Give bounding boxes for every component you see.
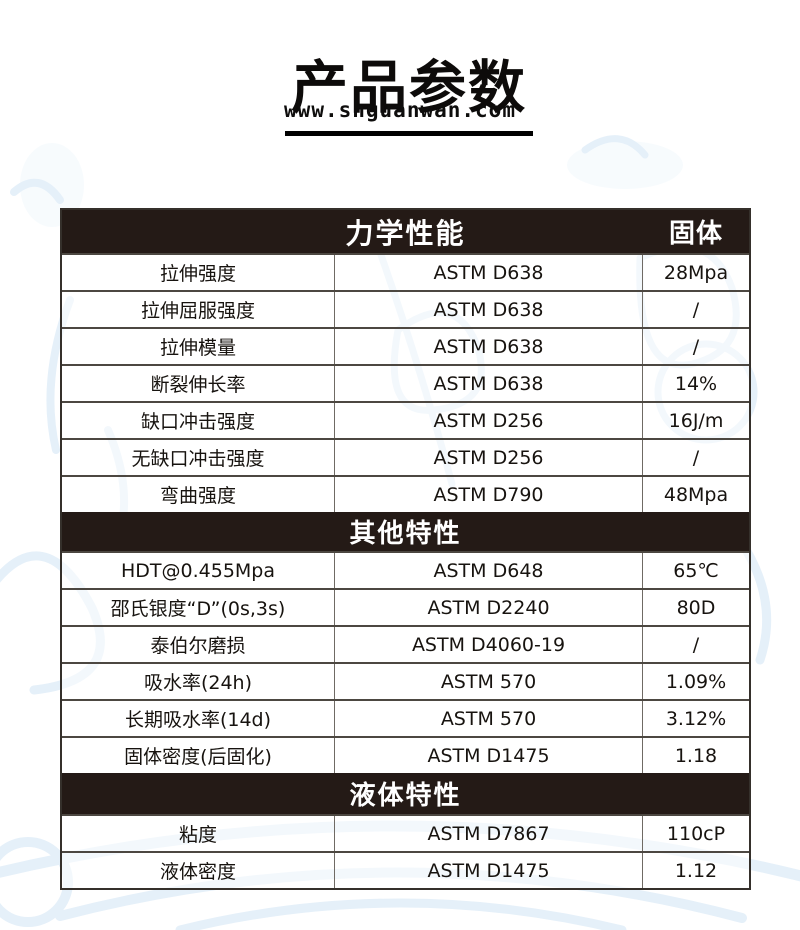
table-row: 吸水率(24h) ASTM 570 1.09% xyxy=(62,662,749,699)
test-method-cell: ASTM D1475 xyxy=(334,853,643,888)
value-cell: 3.12% xyxy=(665,707,727,730)
test-method-cell: ASTM D638 xyxy=(334,329,643,364)
section-header-mechanical: 力学性能 固体 xyxy=(62,210,749,253)
property-name-cell: HDT@0.455Mpa xyxy=(120,559,275,582)
value-cell: 1.12 xyxy=(674,859,718,882)
property-name-cell: 断裂伸长率 xyxy=(150,374,246,396)
section-header-liquid: 液体特性 xyxy=(62,773,749,814)
property-name-cell: 拉伸屈服强度 xyxy=(140,300,255,322)
test-method-cell: ASTM D256 xyxy=(334,440,643,475)
table-row: HDT@0.455Mpa ASTM D648 65℃ xyxy=(62,551,749,588)
value-cell: / xyxy=(692,335,700,358)
value-cell: 28Mpa xyxy=(663,261,729,284)
test-method-cell: ASTM D648 xyxy=(334,553,643,588)
table-row: 液体密度 ASTM D1475 1.12 xyxy=(62,851,749,888)
section-title: 液体特性 xyxy=(349,781,462,811)
property-name-cell: 固体密度(后固化) xyxy=(124,746,272,768)
value-cell: 16J/m xyxy=(668,409,724,432)
table-row: 缺口冲击强度 ASTM D256 16J/m xyxy=(62,401,749,438)
table-row: 无缺口冲击强度 ASTM D256 / xyxy=(62,438,749,475)
test-method-cell: ASTM D4060-19 xyxy=(334,627,643,662)
table-row: 粘度 ASTM D7867 110cP xyxy=(62,814,749,851)
table-row: 弯曲强度 ASTM D790 48Mpa xyxy=(62,475,749,512)
test-method-cell: ASTM 570 xyxy=(334,701,643,736)
property-name-cell: 邵氏银度“D”(0s,3s) xyxy=(110,598,286,620)
section-title: 其他特性 xyxy=(349,519,462,549)
page-title: 产品参数 xyxy=(285,55,533,136)
property-name-cell: 长期吸水率(14d) xyxy=(124,709,272,731)
value-cell: 48Mpa xyxy=(663,483,729,506)
value-cell: 1.18 xyxy=(674,744,718,767)
table-row: 拉伸屈服强度 ASTM D638 / xyxy=(62,290,749,327)
test-method-cell: ASTM D7867 xyxy=(334,816,643,851)
value-cell: 110cP xyxy=(666,822,726,845)
property-name-cell: 吸水率(24h) xyxy=(143,672,253,694)
table-row: 泰伯尔磨损 ASTM D4060-19 / xyxy=(62,625,749,662)
table-row: 长期吸水率(14d) ASTM 570 3.12% xyxy=(62,699,749,736)
property-name-cell: 拉伸强度 xyxy=(159,263,236,285)
test-method-cell: ASTM D256 xyxy=(334,403,643,438)
value-cell: / xyxy=(692,446,700,469)
value-cell: 80D xyxy=(676,596,716,619)
property-name-cell: 拉伸模量 xyxy=(159,337,236,359)
test-method-cell: ASTM D638 xyxy=(334,366,643,401)
section-value-header: 固体 xyxy=(668,219,723,249)
spec-table: 力学性能 固体 拉伸强度 ASTM D638 28Mpa 拉伸屈服强度 ASTM… xyxy=(60,208,751,890)
value-cell: 14% xyxy=(674,372,718,395)
section-header-other: 其他特性 xyxy=(62,512,749,551)
table-row: 邵氏银度“D”(0s,3s) ASTM D2240 80D xyxy=(62,588,749,625)
value-cell: / xyxy=(692,298,700,321)
property-name-cell: 液体密度 xyxy=(159,861,236,883)
test-method-cell: ASTM D1475 xyxy=(334,738,643,773)
test-method-cell: ASTM D2240 xyxy=(334,590,643,625)
test-method-cell: ASTM 570 xyxy=(334,664,643,699)
table-row: 固体密度(后固化) ASTM D1475 1.18 xyxy=(62,736,749,773)
test-method-cell: ASTM D638 xyxy=(334,292,643,327)
property-name-cell: 弯曲强度 xyxy=(159,485,236,507)
value-cell: 1.09% xyxy=(665,670,727,693)
website-url: www.shguanwan.com xyxy=(284,97,516,122)
section-title: 力学性能 xyxy=(345,216,466,250)
table-row: 断裂伸长率 ASTM D638 14% xyxy=(62,364,749,401)
title-block: 产品参数 xyxy=(0,0,800,136)
property-name-cell: 缺口冲击强度 xyxy=(140,411,255,433)
property-name-cell: 泰伯尔磨损 xyxy=(150,635,246,657)
value-cell: / xyxy=(692,633,700,656)
test-method-cell: ASTM D790 xyxy=(334,477,643,512)
table-row: 拉伸强度 ASTM D638 28Mpa xyxy=(62,253,749,290)
property-name-cell: 粘度 xyxy=(178,824,217,846)
test-method-cell: ASTM D638 xyxy=(334,255,643,290)
table-row: 拉伸模量 ASTM D638 / xyxy=(62,327,749,364)
property-name-cell: 无缺口冲击强度 xyxy=(131,448,265,470)
value-cell: 65℃ xyxy=(673,559,719,582)
